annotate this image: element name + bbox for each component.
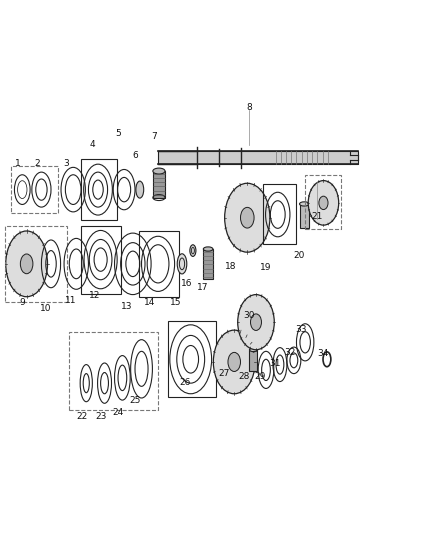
Text: 31: 31: [269, 359, 280, 367]
Text: 1: 1: [15, 159, 21, 167]
Ellipse shape: [20, 254, 33, 274]
Bar: [11, 166, 58, 214]
Ellipse shape: [153, 168, 165, 174]
Text: 23: 23: [95, 411, 106, 421]
Bar: [250, 350, 257, 371]
Ellipse shape: [136, 181, 144, 198]
Bar: [153, 171, 165, 198]
Text: 25: 25: [130, 395, 141, 405]
Bar: [262, 184, 297, 244]
Text: 18: 18: [226, 262, 237, 271]
Text: 17: 17: [197, 283, 208, 292]
Text: 21: 21: [312, 212, 323, 221]
Ellipse shape: [177, 254, 187, 274]
Ellipse shape: [300, 202, 309, 206]
Text: 13: 13: [121, 302, 132, 311]
Text: 12: 12: [89, 291, 101, 300]
Text: 30: 30: [244, 311, 255, 320]
Text: 3: 3: [63, 159, 69, 167]
Text: 34: 34: [317, 350, 328, 359]
Text: 8: 8: [247, 103, 252, 112]
Text: 33: 33: [295, 325, 307, 334]
Bar: [5, 225, 67, 302]
Bar: [69, 332, 158, 410]
Bar: [158, 151, 358, 164]
Ellipse shape: [6, 231, 47, 297]
Text: 22: 22: [76, 411, 88, 421]
Text: 26: 26: [180, 377, 191, 386]
Bar: [305, 175, 341, 229]
Text: 16: 16: [180, 279, 192, 288]
Bar: [168, 321, 215, 398]
Text: 9: 9: [19, 298, 25, 307]
Text: 32: 32: [284, 348, 295, 357]
Bar: [300, 204, 309, 228]
Ellipse shape: [250, 348, 257, 352]
Text: 5: 5: [115, 130, 121, 139]
Text: 10: 10: [40, 304, 52, 313]
Text: 11: 11: [65, 296, 77, 305]
Text: 20: 20: [293, 252, 304, 261]
Text: 14: 14: [144, 298, 155, 307]
Text: 7: 7: [152, 132, 158, 141]
Ellipse shape: [319, 196, 328, 209]
Text: 19: 19: [260, 263, 272, 272]
Ellipse shape: [238, 295, 274, 350]
Ellipse shape: [228, 352, 240, 372]
Bar: [81, 159, 117, 220]
Text: 4: 4: [90, 140, 95, 149]
Text: 27: 27: [219, 369, 230, 378]
Ellipse shape: [225, 183, 270, 252]
Text: 15: 15: [170, 298, 181, 307]
Bar: [139, 231, 179, 297]
Ellipse shape: [203, 247, 213, 251]
Ellipse shape: [251, 314, 261, 330]
Text: 24: 24: [113, 408, 124, 417]
Ellipse shape: [190, 245, 196, 256]
Text: 29: 29: [254, 372, 266, 381]
Text: 28: 28: [239, 372, 250, 381]
Text: 6: 6: [133, 151, 138, 160]
Text: 2: 2: [34, 159, 40, 167]
Ellipse shape: [240, 207, 254, 228]
Bar: [203, 249, 213, 279]
Bar: [81, 225, 121, 294]
Ellipse shape: [308, 181, 339, 225]
Ellipse shape: [213, 330, 255, 394]
